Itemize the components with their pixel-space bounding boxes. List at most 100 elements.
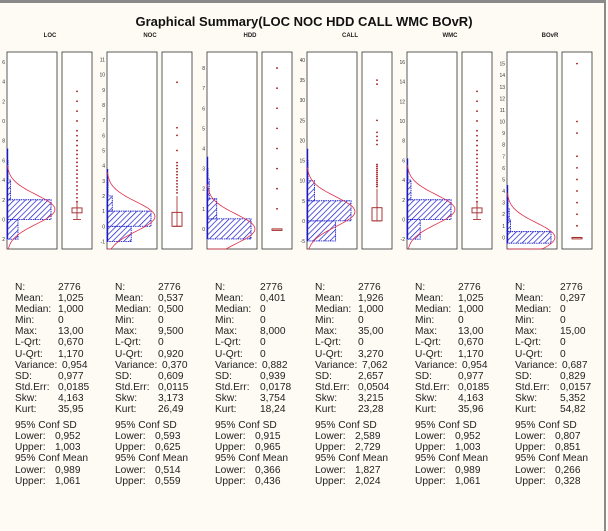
stat-label: Mean:: [15, 293, 44, 305]
stat-label: Variance:: [515, 359, 558, 371]
histogram-bar: [206, 198, 218, 220]
stat-label: Skw:: [415, 392, 438, 404]
variable-name: HDD: [243, 33, 257, 39]
stat-label: Upper:: [15, 475, 46, 487]
y-tick-label: 4: [502, 189, 505, 195]
summary-panel-bovr: BOvR 15 14 13 12 11 10 9 8 7 6 5 4 3 2 1 0 N: 2776 Mean: 0,2…: [500, 30, 600, 530]
stat-label: Lower:: [415, 431, 446, 443]
stat-value: 4,163: [458, 392, 484, 404]
stat-value: 2776: [458, 282, 481, 293]
stat-label: Upper:: [515, 475, 546, 487]
variable-name: NOC: [143, 33, 157, 39]
stat-label: Median:: [215, 304, 252, 316]
outlier-point: [476, 165, 478, 168]
stat-label: Max:: [15, 326, 38, 338]
normal-curve: [207, 184, 256, 250]
y-tick-label: 0: [302, 219, 305, 225]
outlier-point: [476, 139, 478, 142]
stat-label: N:: [315, 282, 326, 293]
outlier-point: [476, 161, 478, 164]
y-tick-label: 5: [202, 126, 205, 132]
stat-label: Kurt:: [215, 404, 237, 416]
histogram-bar: [506, 231, 552, 244]
histogram-bar: [406, 199, 452, 220]
outlier-point: [376, 171, 378, 174]
outlier-point: [576, 224, 578, 227]
outlier-point: [376, 83, 378, 86]
variable-name: BOvR: [541, 33, 559, 39]
outlier-point: [576, 155, 578, 158]
outlier-point: [376, 163, 378, 166]
outlier-point: [576, 62, 578, 65]
stat-label: Median:: [115, 304, 152, 316]
stat-value: 0,807: [555, 431, 581, 443]
stat-label: Variance:: [15, 359, 58, 371]
stat-value: 0,500: [158, 304, 184, 316]
stat-label: 95% Conf SD: [215, 420, 277, 432]
histogram-bar: [306, 200, 352, 222]
y-tick-label: 11: [500, 108, 505, 114]
stat-label: N:: [115, 282, 126, 293]
stat-label: SD:: [315, 370, 332, 382]
outlier-point: [176, 170, 178, 173]
y-tick-label: 2: [102, 194, 105, 200]
stat-value: 3,215: [358, 392, 384, 404]
outlier-point: [76, 161, 78, 164]
outlier-point: [476, 192, 478, 195]
stat-label: 95% Conf Mean: [415, 453, 489, 465]
stat-value: 0,851: [555, 442, 581, 454]
stat-label: Min:: [215, 315, 235, 327]
stat-value: 1,000: [458, 304, 484, 316]
y-tick-label: 5: [102, 149, 105, 155]
outlier-point: [376, 131, 378, 134]
y-tick-label: 11: [100, 58, 105, 64]
stat-label: Upper:: [215, 442, 246, 454]
y-tick-label: 3: [502, 201, 505, 207]
stat-label: Mean:: [215, 293, 244, 305]
stat-value: 0,297: [560, 293, 586, 305]
outlier-point: [76, 165, 78, 168]
stat-label: Skw:: [515, 392, 538, 404]
stat-label: Skw:: [215, 392, 238, 404]
stat-value: 0,366: [255, 464, 281, 476]
stat-value: 0,954: [62, 359, 88, 371]
outlier-point: [376, 165, 378, 168]
stat-label: Min:: [15, 315, 35, 327]
stat-label: Lower:: [315, 464, 346, 476]
stat-label: N:: [415, 282, 426, 293]
normal-curve: [7, 165, 56, 250]
stat-label: N:: [215, 282, 226, 293]
outlier-point: [76, 185, 78, 187]
y-tick-label: 12: [500, 96, 505, 102]
summary-panel-call: CALL 40 35 30 25 20 15 10 5 0 -5 N: 2776 Mean: 1,926 Me…: [300, 30, 400, 530]
stat-value: 2,657: [358, 370, 384, 382]
stat-value: 1,025: [58, 293, 84, 305]
histogram-bar: [106, 210, 152, 227]
y-tick-label: 8: [202, 66, 205, 72]
y-tick-label: 6: [2, 158, 5, 164]
outlier-point: [576, 120, 578, 123]
stat-label: Min:: [515, 315, 535, 327]
y-tick-label: 3: [102, 179, 105, 185]
stat-value: 1,170: [58, 348, 84, 360]
stat-label: U-Qrt:: [115, 348, 143, 360]
stat-label: Mean:: [415, 293, 444, 305]
normal-curve: [107, 172, 156, 250]
stat-value: 0: [158, 315, 164, 327]
y-tick-label: -1: [101, 239, 106, 245]
stat-label: Mean:: [115, 293, 144, 305]
y-tick-label: 2: [2, 99, 5, 105]
y-tick-label: 7: [502, 154, 505, 160]
y-tick-label: 13: [500, 85, 505, 91]
outlier-point: [476, 149, 478, 152]
stat-label: 95% Conf SD: [115, 420, 177, 432]
outlier-point: [76, 189, 78, 191]
stat-label: Std.Err:: [115, 381, 150, 393]
stat-value: 0,882: [262, 359, 288, 371]
y-tick-label: 8: [502, 143, 505, 149]
y-tick-label: 10: [400, 119, 405, 125]
stat-label: Min:: [115, 315, 135, 327]
outlier-point: [276, 107, 278, 110]
stat-value: 26,49: [158, 404, 184, 416]
stat-label: Upper:: [415, 475, 446, 487]
